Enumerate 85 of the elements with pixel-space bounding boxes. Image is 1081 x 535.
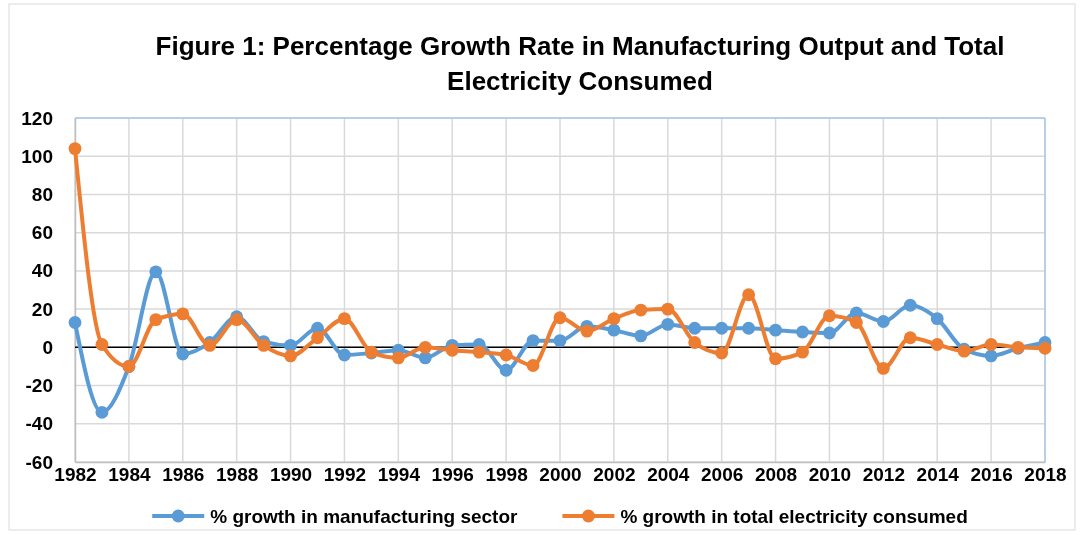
point xyxy=(526,359,540,372)
x-tick-label: 2014 xyxy=(916,464,960,486)
point xyxy=(715,321,729,335)
y-tick-label: -20 xyxy=(25,375,53,397)
point xyxy=(742,321,756,335)
point xyxy=(903,298,917,312)
point xyxy=(634,303,648,317)
point xyxy=(68,316,82,329)
point xyxy=(553,334,567,348)
point xyxy=(607,323,621,337)
y-tick-label: -40 xyxy=(25,413,53,435)
legend-label: % growth in manufacturing sector xyxy=(210,506,519,527)
point xyxy=(499,363,513,377)
y-tick-label: 120 xyxy=(21,107,53,129)
x-tick-label: 1992 xyxy=(323,464,367,486)
point xyxy=(984,349,998,363)
point xyxy=(176,347,190,361)
x-tick-label: 2016 xyxy=(970,464,1013,486)
point xyxy=(661,302,675,316)
point xyxy=(715,346,729,360)
point xyxy=(149,313,163,327)
point xyxy=(95,405,109,419)
point xyxy=(472,345,486,359)
point xyxy=(418,340,432,354)
x-tick-label: 2018 xyxy=(1024,464,1067,486)
x-tick-label: 1982 xyxy=(54,464,97,486)
point xyxy=(876,315,890,328)
y-tick-label: -60 xyxy=(25,451,53,473)
point xyxy=(984,338,998,351)
point xyxy=(688,321,702,335)
point xyxy=(769,323,782,337)
x-tick-label: 1990 xyxy=(269,464,313,486)
y-tick-label: 40 xyxy=(31,260,53,282)
x-tick-label: 1984 xyxy=(108,464,151,486)
point xyxy=(257,339,271,352)
y-tick-label: 0 xyxy=(42,336,53,358)
point xyxy=(661,317,675,331)
x-tick-label: 2002 xyxy=(593,464,636,486)
point xyxy=(607,312,621,326)
point xyxy=(284,349,297,363)
point xyxy=(796,325,809,339)
x-tick-label: 1994 xyxy=(377,464,421,486)
x-tick-label: 2000 xyxy=(539,464,582,486)
point xyxy=(338,312,351,326)
point xyxy=(930,312,944,326)
point xyxy=(526,334,540,348)
y-tick-label: 80 xyxy=(31,184,53,206)
point xyxy=(68,142,82,155)
point xyxy=(742,288,756,302)
point xyxy=(849,316,863,329)
point xyxy=(391,351,405,365)
chart-title: Figure 1: Percentage Growth Rate in Manufacturing Output and Total Electricity Consumed xyxy=(155,31,1005,96)
x-tick-label: 2004 xyxy=(647,464,690,486)
x-tick-label: 2006 xyxy=(701,464,744,486)
point xyxy=(580,324,594,338)
point xyxy=(1038,341,1052,355)
point xyxy=(903,331,917,345)
x-tick-label: 2012 xyxy=(862,464,905,486)
point xyxy=(176,307,190,321)
point xyxy=(445,343,459,357)
point xyxy=(930,338,944,351)
point xyxy=(823,326,836,340)
x-tick-label: 2010 xyxy=(808,464,852,486)
point xyxy=(634,329,648,343)
x-tick-label: 1996 xyxy=(431,464,474,486)
point xyxy=(796,345,809,359)
point xyxy=(284,339,297,352)
x-tick-label: 1988 xyxy=(216,464,259,486)
point xyxy=(769,352,782,366)
point xyxy=(499,348,513,362)
y-tick-label: 60 xyxy=(31,222,53,244)
x-tick-label: 1986 xyxy=(162,464,205,486)
point xyxy=(876,361,890,375)
point xyxy=(688,336,702,349)
x-tick-label: 1998 xyxy=(485,464,528,486)
point xyxy=(553,311,567,325)
x-tick-label: 2008 xyxy=(754,464,798,486)
y-tick-label: 100 xyxy=(21,145,53,167)
point xyxy=(95,338,109,351)
y-tick-label: 20 xyxy=(31,298,53,320)
point xyxy=(149,265,163,279)
point xyxy=(311,331,324,345)
point xyxy=(823,309,836,323)
point xyxy=(338,348,351,362)
legend-label: % growth in total electricity consumed xyxy=(620,506,968,527)
